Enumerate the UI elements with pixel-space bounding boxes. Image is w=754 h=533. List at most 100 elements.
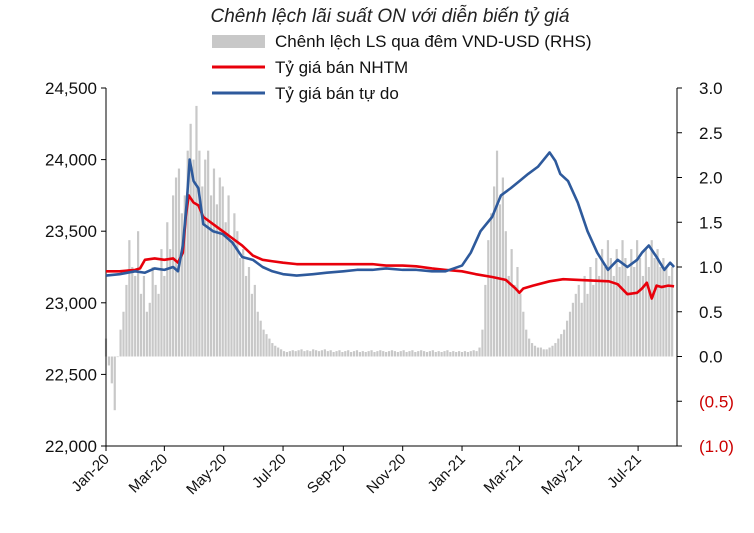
spread-bar [215, 204, 218, 357]
spread-bar [204, 159, 207, 357]
spread-bar [530, 343, 534, 357]
spread-bar [288, 351, 291, 357]
x-tick-label: Mar-21 [481, 451, 527, 497]
spread-bar [128, 240, 131, 357]
spread-bar [186, 150, 189, 357]
spread-bar [239, 258, 242, 357]
spread-bar [154, 284, 157, 357]
spread-bar [551, 345, 554, 357]
spread-bar [595, 258, 598, 357]
spread-bar [320, 350, 324, 357]
spread-bar [583, 275, 586, 357]
spread-bar [393, 351, 396, 357]
spread-bar [134, 275, 137, 357]
spread-bar [125, 284, 128, 357]
spread-bar [598, 275, 601, 357]
spread-bar [387, 351, 391, 357]
spread-bar [344, 351, 347, 357]
x-tick-label: Jan-20 [68, 451, 112, 495]
spread-bar [618, 267, 621, 357]
spread-bar [405, 352, 408, 357]
spread-bar [422, 351, 426, 357]
spread-bar [449, 352, 452, 357]
spread-bar [475, 351, 478, 357]
spread-bar [142, 275, 146, 357]
spread-bar [647, 267, 650, 357]
spread-bar [568, 311, 572, 357]
right-tick-label: 0.0 [699, 348, 723, 367]
spread-bar [565, 320, 569, 357]
legend-label: Chênh lệch LS qua đêm VND-USD (RHS) [275, 32, 592, 51]
spread-bar [230, 240, 233, 357]
spread-bar [662, 258, 665, 357]
x-tick-label: Jan-21 [424, 451, 468, 495]
spread-bar [256, 311, 259, 357]
spread-bar [603, 267, 607, 357]
spread-bar [303, 351, 306, 357]
spread-bar [653, 258, 656, 357]
spread-bar [107, 356, 111, 366]
spread-bar [545, 349, 548, 357]
spread-bar [548, 347, 551, 357]
x-tick-label: Mar-20 [126, 451, 172, 497]
spread-bar [580, 302, 583, 357]
left-tick-label: 24,000 [45, 151, 97, 170]
spread-bar [137, 231, 140, 357]
bar-series [104, 105, 674, 411]
spread-bar [574, 293, 577, 357]
spread-bar [490, 213, 493, 357]
spread-bar [460, 352, 464, 357]
spread-bar [370, 350, 373, 357]
spread-bar [671, 267, 674, 357]
spread-bar [487, 240, 490, 357]
spread-bar [172, 195, 175, 357]
spread-bar [198, 150, 201, 357]
right-tick-label: 2.0 [699, 169, 723, 188]
spread-bar [192, 159, 195, 357]
spread-bar [417, 351, 420, 357]
spread-bar [592, 284, 595, 357]
spread-bar [510, 249, 513, 357]
spread-bar [323, 349, 326, 357]
spread-bar [522, 311, 525, 357]
spread-bar [493, 186, 496, 357]
right-tick-label: 0.5 [699, 303, 723, 322]
spread-bar [455, 352, 458, 357]
spread-bar [207, 150, 210, 357]
spread-bar [554, 343, 557, 357]
spread-bar [119, 329, 122, 357]
spread-bar [250, 293, 254, 357]
spread-bar [668, 275, 671, 357]
spread-bar [434, 352, 437, 357]
spread-bar [352, 351, 356, 357]
spread-bar [180, 213, 183, 357]
spread-bar [542, 349, 545, 357]
spread-bar [247, 267, 251, 357]
spread-bar [458, 351, 461, 357]
spread-bar [437, 351, 440, 357]
right-tick-label: (0.5) [699, 392, 734, 411]
spread-bar [571, 302, 575, 357]
spread-bar [329, 350, 332, 357]
spread-bar [443, 351, 446, 357]
spread-bar [557, 338, 560, 357]
spread-bar [440, 352, 443, 357]
spread-bar [116, 356, 119, 358]
line-series [105, 151, 676, 300]
spread-bar [376, 351, 379, 357]
x-tick-label: Sep-20 [304, 451, 350, 497]
spread-bar [268, 338, 271, 357]
spread-bar [504, 231, 507, 357]
spread-bar [373, 352, 376, 357]
right-tick-label: 2.5 [699, 124, 723, 143]
spread-bar [195, 105, 198, 357]
free-market-rate-line [105, 151, 676, 277]
spread-bar [495, 150, 499, 357]
spread-bar [659, 267, 662, 357]
spread-bar [227, 195, 230, 357]
spread-bar [335, 351, 338, 357]
spread-bar [431, 350, 434, 357]
spread-bar [601, 249, 604, 357]
spread-bar [379, 350, 382, 357]
spread-bar [513, 284, 516, 357]
